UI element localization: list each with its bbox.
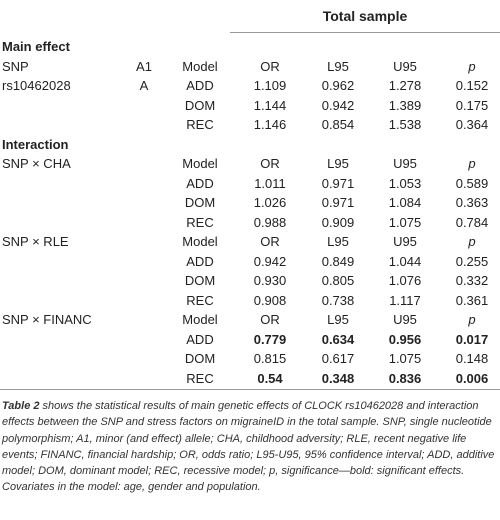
value: 0.956: [388, 331, 422, 347]
value: 0.54: [257, 370, 283, 386]
column-header: L95: [327, 58, 349, 74]
value: 0.962: [321, 78, 355, 93]
value: 1.538: [388, 117, 422, 132]
value: 0.152: [455, 78, 489, 93]
value: 0.255: [455, 253, 489, 269]
column-header: L95: [327, 156, 349, 171]
model: REC: [186, 292, 214, 308]
column-header: SNP: [2, 58, 29, 74]
value: 1.053: [388, 175, 422, 191]
model: ADD: [186, 175, 214, 191]
section-title: Main effect: [2, 39, 70, 54]
group-name: SNP × FINANC: [2, 312, 92, 327]
column-header: Model: [182, 312, 218, 327]
value: 0.849: [321, 253, 355, 269]
value: 1.044: [388, 253, 422, 269]
model: DOM: [184, 195, 216, 210]
column-header: A1: [136, 58, 152, 74]
value: 0.971: [321, 175, 355, 191]
model: DOM: [184, 97, 216, 113]
caption: Table 2 shows the statistical results of…: [2, 398, 496, 496]
value: 0.175: [455, 97, 489, 113]
model: REC: [186, 214, 214, 230]
value: 0.784: [455, 214, 489, 230]
column-header: OR: [260, 58, 280, 74]
value: 1.144: [253, 97, 287, 113]
value: 1.084: [388, 195, 422, 210]
value: 0.971: [321, 195, 355, 210]
group-name: SNP × CHA: [2, 156, 71, 171]
column-header: U95: [393, 58, 417, 74]
column-header: Model: [182, 234, 218, 249]
column-header: Model: [182, 156, 218, 171]
value: 0.617: [321, 351, 355, 366]
column-header: U95: [393, 312, 417, 327]
value: 1.076: [388, 273, 422, 288]
value: 0.854: [321, 117, 355, 132]
value: 0.589: [455, 175, 489, 191]
model: REC: [186, 117, 214, 132]
value: 0.006: [455, 370, 489, 386]
value: 1.389: [388, 97, 422, 113]
value: 1.278: [388, 78, 422, 93]
value: 1.026: [253, 195, 287, 210]
value: 0.364: [455, 117, 489, 132]
column-header: Model: [182, 58, 218, 74]
caption-text: shows the statistical results of main ge…: [2, 400, 495, 494]
value: 0.738: [321, 292, 355, 308]
model: DOM: [184, 273, 216, 288]
table-header: Total sample: [322, 8, 408, 24]
value: 0.908: [253, 292, 287, 308]
value: 0.634: [321, 331, 355, 347]
column-header: OR: [260, 312, 280, 327]
value: 1.075: [388, 351, 422, 366]
value: 0.363: [455, 195, 489, 210]
value: 0.815: [253, 351, 287, 366]
model: REC: [186, 370, 214, 386]
value: 0.942: [321, 97, 355, 113]
model: ADD: [186, 253, 214, 269]
group-name: SNP × RLE: [2, 234, 69, 249]
value: 1.146: [253, 117, 287, 132]
value: 0.148: [455, 351, 489, 366]
bottom-rule: [0, 389, 500, 390]
value: 0.332: [455, 273, 489, 288]
header-rule: [230, 32, 500, 33]
column-header: p: [468, 234, 476, 249]
model: DOM: [184, 351, 216, 366]
value: 0.836: [388, 370, 422, 386]
column-header: L95: [327, 234, 349, 249]
value: 1.075: [388, 214, 422, 230]
column-header: U95: [393, 156, 417, 171]
value: 0.988: [253, 214, 287, 230]
column-header: OR: [260, 156, 280, 171]
value: 0.942: [253, 253, 287, 269]
model: ADD: [186, 78, 214, 93]
column-header: L95: [327, 312, 349, 327]
value: 0.930: [253, 273, 287, 288]
model: ADD: [186, 331, 214, 347]
value: 0.779: [253, 331, 287, 347]
section-title: Interaction: [2, 136, 69, 152]
value: 1.109: [253, 78, 287, 93]
value: 0.361: [455, 292, 489, 308]
column-header: OR: [260, 234, 280, 249]
value: 0.017: [455, 331, 489, 347]
column-header: U95: [393, 234, 417, 249]
column-header: p: [468, 312, 476, 327]
value: 0.805: [321, 273, 355, 288]
value: 0.909: [321, 214, 355, 230]
column-header: p: [468, 156, 476, 171]
allele: A: [139, 78, 149, 93]
value: 1.117: [389, 292, 421, 308]
value: 1.011: [254, 175, 286, 191]
value: 0.348: [321, 370, 355, 386]
caption-label: Table 2: [2, 400, 40, 412]
snp-id: rs10462028: [2, 78, 71, 93]
column-header: p: [468, 58, 476, 74]
